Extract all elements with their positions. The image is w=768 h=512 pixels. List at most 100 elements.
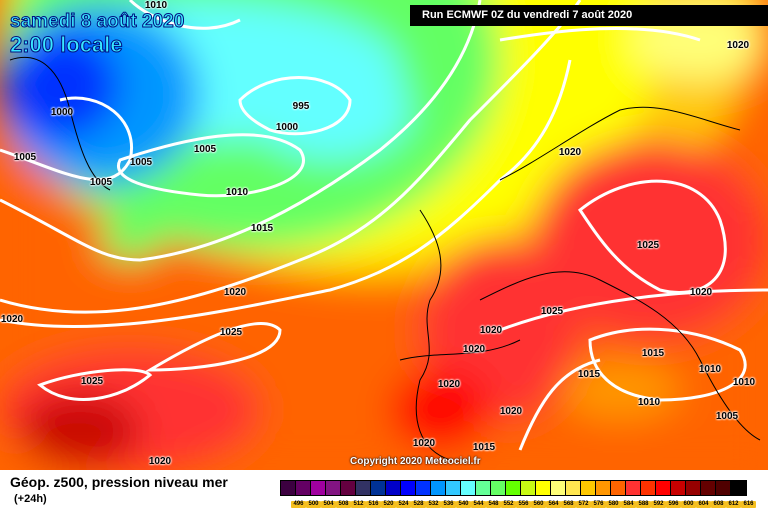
scale-tick-label: 524 (396, 501, 411, 509)
scale-tick-label: 612 (726, 501, 741, 509)
scale-tick-label: 516 (366, 501, 381, 509)
color-swatch (551, 481, 566, 495)
scale-tick-label: 604 (696, 501, 711, 509)
color-swatch (716, 481, 731, 495)
color-swatch (446, 481, 461, 495)
isobar-label: 1020 (689, 287, 713, 298)
color-swatch (311, 481, 326, 495)
isobar-label: 1015 (577, 369, 601, 380)
color-swatch (341, 481, 356, 495)
isobar-label: 1005 (13, 152, 37, 163)
color-swatch (536, 481, 551, 495)
color-scale-ticks: 496 500 504 508 512 516 520 524 528 532 536 540 544 5… (291, 501, 756, 509)
isobar-label: 1000 (275, 122, 299, 133)
color-swatch (371, 481, 386, 495)
isobar-label: 1020 (0, 314, 24, 325)
scale-tick-label: 508 (336, 501, 351, 509)
color-swatch (596, 481, 611, 495)
scale-tick-label: 580 (606, 501, 621, 509)
isobar-label: 1010 (732, 377, 756, 388)
scale-tick-label: 544 (471, 501, 486, 509)
color-swatch (461, 481, 476, 495)
color-swatch (506, 481, 521, 495)
color-swatch (401, 481, 416, 495)
isobar-label: 1020 (437, 379, 461, 390)
scale-tick-label: 596 (666, 501, 681, 509)
isobar-label: 1010 (637, 397, 661, 408)
scale-tick-label: 528 (411, 501, 426, 509)
scale-tick-label: 504 (321, 501, 336, 509)
color-swatch (566, 481, 581, 495)
color-swatch (476, 481, 491, 495)
isobar-label: 1015 (641, 348, 665, 359)
weather-map: samedi 8 août 2020 2:00 locale Run ECMWF… (0, 0, 768, 470)
color-swatch (521, 481, 536, 495)
scale-tick-label: 568 (561, 501, 576, 509)
color-swatch (296, 481, 311, 495)
scale-tick-label: 588 (636, 501, 651, 509)
isobar-label: 1010 (144, 0, 168, 11)
isobar-label: 1025 (540, 306, 564, 317)
forecast-date: samedi 8 août 2020 (9, 11, 185, 32)
scale-tick-label: 564 (546, 501, 561, 509)
isobar-label: 1025 (636, 240, 660, 251)
isobar-label: 1015 (472, 442, 496, 453)
color-swatch (356, 481, 371, 495)
color-swatch (626, 481, 641, 495)
scale-tick-label: 536 (441, 501, 456, 509)
isobar-label: 1025 (219, 327, 243, 338)
color-swatch (686, 481, 701, 495)
color-swatch (701, 481, 716, 495)
color-swatch (491, 481, 506, 495)
color-scale (280, 480, 747, 496)
isobar-label: 995 (292, 101, 310, 112)
color-swatch (431, 481, 446, 495)
run-info: Run ECMWF 0Z du vendredi 7 août 2020 (410, 5, 768, 26)
isobar-label: 1005 (129, 157, 153, 168)
color-swatch (416, 481, 431, 495)
isobar-label: 1020 (223, 287, 247, 298)
isobar-label: 1010 (698, 364, 722, 375)
scale-tick-label: 576 (591, 501, 606, 509)
isobar-label: 1020 (412, 438, 436, 449)
color-swatch (581, 481, 596, 495)
scale-tick-label: 532 (426, 501, 441, 509)
scale-tick-label: 608 (711, 501, 726, 509)
scale-tick-label: 572 (576, 501, 591, 509)
isobar-label: 1020 (499, 406, 523, 417)
isobar-label: 1025 (80, 376, 104, 387)
scale-tick-label: 556 (516, 501, 531, 509)
scale-tick-label: 592 (651, 501, 666, 509)
legend-title: Géop. z500, pression niveau mer (10, 474, 228, 490)
color-swatch (611, 481, 626, 495)
isobar-label: 1005 (89, 177, 113, 188)
scale-tick-label: 512 (351, 501, 366, 509)
isobar-label: 1020 (479, 325, 503, 336)
isobar-label: 1020 (726, 40, 750, 51)
color-swatch (656, 481, 671, 495)
scale-tick-label: 540 (456, 501, 471, 509)
forecast-time: 2:00 locale (10, 32, 124, 57)
isobar-label: 1005 (715, 411, 739, 422)
scale-tick-label: 616 (741, 501, 756, 509)
color-swatch (671, 481, 686, 495)
isobar-label: 1015 (250, 223, 274, 234)
scale-tick-label: 500 (306, 501, 321, 509)
color-swatch (641, 481, 656, 495)
scale-tick-label: 496 (291, 501, 306, 509)
isobar-label: 1020 (558, 147, 582, 158)
legend-subtitle: (+24h) (14, 493, 47, 505)
scale-tick-label: 552 (501, 501, 516, 509)
scale-tick-label: 584 (621, 501, 636, 509)
scale-tick-label: 560 (531, 501, 546, 509)
scale-tick-label: 548 (486, 501, 501, 509)
isobar-label: 1005 (193, 144, 217, 155)
color-swatch (326, 481, 341, 495)
scale-tick-label: 520 (381, 501, 396, 509)
copyright: Copyright 2020 Meteociel.fr (350, 456, 481, 467)
color-swatch (281, 481, 296, 495)
isobar-label: 1000 (50, 107, 74, 118)
scale-tick-label: 600 (681, 501, 696, 509)
isobar-label: 1020 (148, 456, 172, 467)
isobar-label: 1010 (225, 187, 249, 198)
